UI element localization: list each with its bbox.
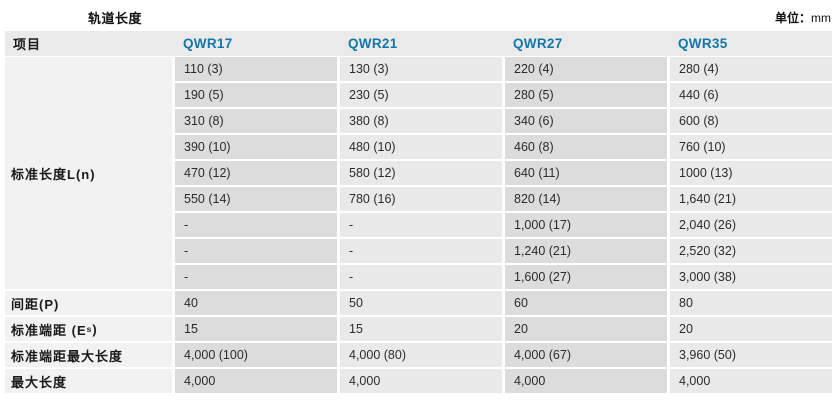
table-cell: 780 (16) [340, 187, 502, 211]
table-cell: 80 [670, 291, 832, 315]
table-cell: 1,600 (27) [505, 265, 667, 289]
page-title: 轨道长度 [88, 11, 143, 26]
table-cell: 4,000 [670, 369, 832, 393]
table-header-row: 项目 QWR17 QWR21 QWR27 QWR35 [5, 31, 832, 56]
table-cell: 470 (12) [175, 161, 337, 185]
table-cell: 1,000 (17) [505, 213, 667, 237]
table-cell: 640 (11) [505, 161, 667, 185]
table-cell: 4,000 [505, 369, 667, 393]
table-cell: 480 (10) [340, 135, 502, 159]
row-label-standard-length: 标准长度L(n) [5, 57, 172, 289]
table-cell: 4,000 (100) [175, 343, 337, 367]
table-cell: 60 [505, 291, 667, 315]
column-header-qwr35: QWR35 [678, 36, 728, 51]
table-cell: 15 [340, 317, 502, 341]
table-cell: 3,000 (38) [670, 265, 832, 289]
table-cell: - [340, 239, 502, 263]
table-cell: 390 (10) [175, 135, 337, 159]
table-cell: 130 (3) [340, 57, 502, 81]
table-cell: 220 (4) [505, 57, 667, 81]
table-cell: 580 (12) [340, 161, 502, 185]
table-cell: 1000 (13) [670, 161, 832, 185]
table-cell: - [340, 265, 502, 289]
unit-label: 单位： [774, 11, 811, 25]
table-cell: 4,000 (80) [340, 343, 502, 367]
table-cell: 190 (5) [175, 83, 337, 107]
row-label-max-length: 最大长度 [5, 369, 172, 393]
table-cell: 20 [505, 317, 667, 341]
column-header-qwr27: QWR27 [513, 36, 563, 51]
row-label-pitch: 间距(P) [5, 291, 172, 315]
table-cell: 280 (5) [505, 83, 667, 107]
row-label-end-distance-max-length: 标准端距最大长度 [5, 343, 172, 367]
table-cell: 3,960 (50) [670, 343, 832, 367]
unit-value: mm [811, 11, 831, 25]
table-cell: 20 [670, 317, 832, 341]
table-cell: 40 [175, 291, 337, 315]
table-cell: - [175, 239, 337, 263]
table-cell: 1,240 (21) [505, 239, 667, 263]
table-cell: 4,000 [340, 369, 502, 393]
rail-length-table: 项目 QWR17 QWR21 QWR27 QWR35 标准长度L(n) 110 … [5, 31, 832, 393]
table-cell: 2,040 (26) [670, 213, 832, 237]
table-cell: 230 (5) [340, 83, 502, 107]
table-cell: 550 (14) [175, 187, 337, 211]
table-cell: - [340, 213, 502, 237]
column-header-item: 项目 [13, 37, 42, 52]
end-distance-label-subscript: s [86, 323, 93, 334]
table-cell: 380 (8) [340, 109, 502, 133]
column-header-qwr21: QWR21 [348, 36, 398, 51]
table-cell: 820 (14) [505, 187, 667, 211]
table-cell: - [175, 265, 337, 289]
table-cell: 460 (8) [505, 135, 667, 159]
table-cell: 440 (6) [670, 83, 832, 107]
table-cell: 15 [175, 317, 337, 341]
table-cell: 600 (8) [670, 109, 832, 133]
end-distance-label-prefix: 标准端距 (E [11, 322, 87, 338]
unit-indicator: 单位：mm [775, 9, 831, 26]
table-cell: 1,640 (21) [670, 187, 832, 211]
table-cell: - [175, 213, 337, 237]
table-cell: 50 [340, 291, 502, 315]
row-label-standard-end-distance: 标准端距 (E s) [5, 317, 172, 341]
table-cell: 4,000 (67) [505, 343, 667, 367]
table-cell: 2,520 (32) [670, 239, 832, 263]
end-distance-label-suffix: ) [92, 321, 98, 337]
table-cell: 110 (3) [175, 57, 337, 81]
table-cell: 310 (8) [175, 109, 337, 133]
column-header-qwr17: QWR17 [183, 36, 233, 51]
table-cell: 340 (6) [505, 109, 667, 133]
table-cell: 760 (10) [670, 135, 832, 159]
table-cell: 4,000 [175, 369, 337, 393]
caption-bar: 轨道长度 单位：mm [0, 6, 837, 28]
table-cell: 280 (4) [670, 57, 832, 81]
